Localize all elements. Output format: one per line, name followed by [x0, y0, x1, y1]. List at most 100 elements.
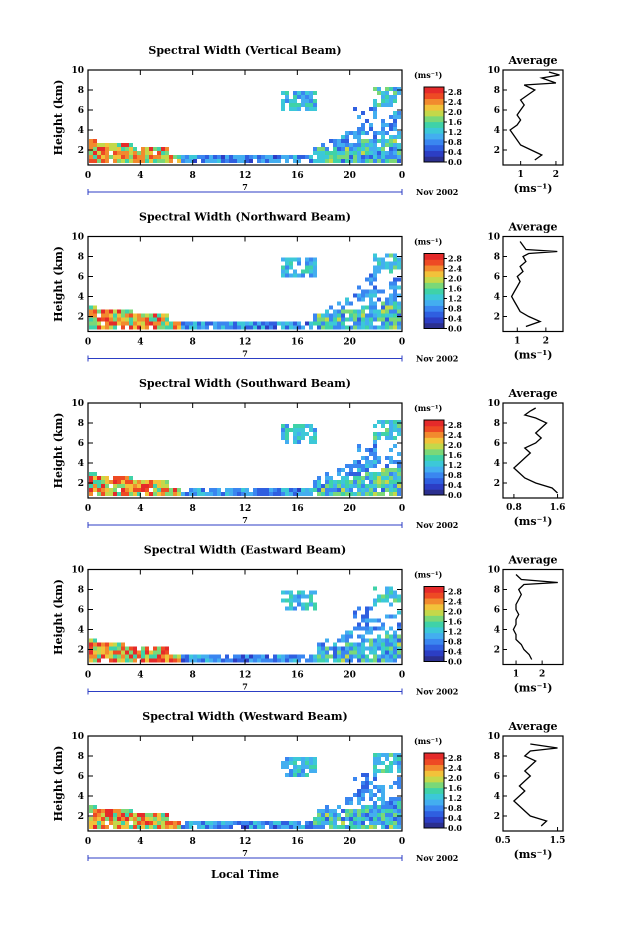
heatmap-cell — [397, 476, 401, 480]
colorbar-segment — [424, 265, 444, 272]
colorbar-segment — [424, 133, 444, 140]
heatmap-cell — [349, 797, 353, 801]
heatmap-cell — [357, 488, 361, 492]
heatmap-cell — [133, 821, 137, 825]
date-label: Nov 2002 — [416, 853, 458, 863]
heatmap-cell — [341, 821, 345, 825]
heatmap-cell — [113, 809, 117, 813]
heatmap-cell — [369, 281, 373, 286]
heatmap-cell — [265, 821, 269, 825]
heatmap-cell — [293, 432, 297, 436]
heatmap-cell — [357, 634, 361, 639]
heatmap-cell — [117, 642, 121, 647]
heatmap-cell — [181, 654, 185, 659]
heatmap-cell — [369, 488, 373, 492]
heatmap-cell — [165, 821, 169, 825]
heatmap-cell — [93, 313, 97, 318]
heatmap-cell — [217, 658, 221, 663]
x-tick-label: 0 — [85, 671, 91, 681]
heatmap-cell — [357, 817, 361, 821]
heatmap-cell — [389, 115, 393, 119]
heatmap-cell — [241, 159, 245, 163]
heatmap-cell — [365, 147, 369, 151]
heatmap-cell — [173, 654, 177, 659]
average-y-tick-label: 4 — [494, 792, 500, 802]
heatmap-cell — [361, 139, 365, 143]
heatmap-cell — [281, 492, 285, 496]
heatmap-cell — [153, 654, 157, 659]
colorbar-tick-label: 0.8 — [448, 470, 462, 480]
heatmap-cell — [269, 488, 273, 492]
heatmap-cell — [289, 325, 293, 330]
heatmap-cell — [389, 309, 393, 314]
heatmap-cell — [389, 321, 393, 326]
heatmap-cell — [365, 325, 369, 330]
heatmap-cell — [301, 103, 305, 107]
heatmap-cell — [149, 492, 153, 496]
heatmap-cell — [389, 313, 393, 318]
heatmap-cell — [105, 317, 109, 322]
heatmap-cell — [377, 484, 381, 488]
heatmap-cell — [365, 317, 369, 322]
heatmap-cell — [113, 321, 117, 326]
heatmap-cell — [229, 155, 233, 159]
heatmap-cell — [133, 155, 137, 159]
heatmap-cell — [377, 91, 381, 95]
heatmap-cell — [389, 432, 393, 436]
heatmap-cell — [145, 147, 149, 151]
heatmap-cell — [121, 147, 125, 151]
heatmap-cell — [317, 817, 321, 821]
heatmap-cell — [305, 91, 309, 95]
heatmap-cell — [345, 654, 349, 659]
heatmap-cell — [389, 646, 393, 651]
heatmap-cell — [121, 658, 125, 663]
y-axis-label: Height (km) — [52, 579, 65, 655]
heatmap-cell — [325, 805, 329, 809]
heatmap-cell — [109, 313, 113, 318]
heatmap-cell — [373, 257, 377, 262]
heatmap-cell — [297, 107, 301, 111]
heatmap-cell — [189, 658, 193, 663]
heatmap-cell — [377, 297, 381, 302]
heatmap-cell — [369, 476, 373, 480]
heatmap-cell — [253, 821, 257, 825]
heatmap-cell — [261, 321, 265, 326]
heatmap-cell — [185, 159, 189, 163]
heatmap-cell — [393, 305, 397, 310]
heatmap-cell — [353, 492, 357, 496]
y-tick-label: 8 — [78, 253, 84, 263]
heatmap-cell — [177, 488, 181, 492]
heatmap-cell — [133, 650, 137, 655]
heatmap-cell — [285, 590, 289, 595]
heatmap-cell — [213, 488, 217, 492]
heatmap-cell — [353, 484, 357, 488]
heatmap-cell — [285, 598, 289, 603]
heatmap-cell — [357, 789, 361, 793]
heatmap-cell — [129, 817, 133, 821]
heatmap-cell — [309, 257, 313, 262]
heatmap-cell — [109, 155, 113, 159]
heatmap-cell — [89, 143, 93, 147]
heatmap-cell — [93, 480, 97, 484]
heatmap-cell — [389, 484, 393, 488]
heatmap-cell — [193, 488, 197, 492]
heatmap-cell — [369, 460, 373, 464]
heatmap-cell — [201, 159, 205, 163]
heatmap-cell — [137, 821, 141, 825]
heatmap-cell — [125, 147, 129, 151]
heatmap-cell — [345, 658, 349, 663]
heatmap-cell — [193, 321, 197, 326]
heatmap-cell — [389, 594, 393, 599]
heatmap-cell — [117, 151, 121, 155]
y-tick-label: 8 — [78, 586, 84, 596]
heatmap-cell — [197, 492, 201, 496]
day-marker: 7 — [242, 349, 248, 359]
heatmap-cell — [361, 789, 365, 793]
heatmap-cell — [385, 813, 389, 817]
heatmap-cell — [397, 265, 401, 270]
heatmap-cell — [345, 135, 349, 139]
heatmap-cell — [373, 765, 377, 769]
heatmap-cell — [389, 95, 393, 99]
heatmap-cell — [393, 472, 397, 476]
